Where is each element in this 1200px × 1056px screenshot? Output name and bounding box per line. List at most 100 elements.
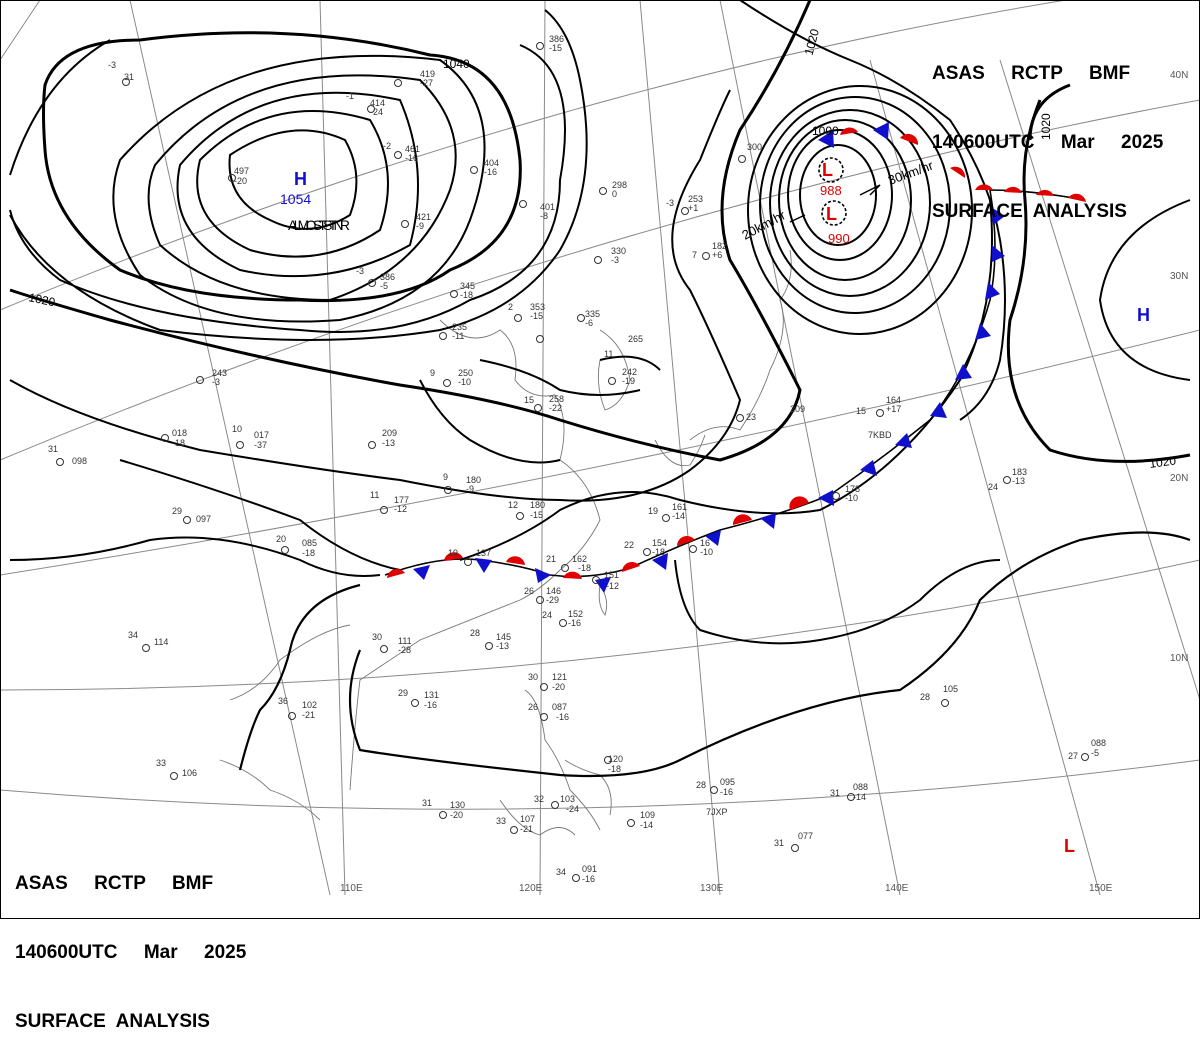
station-marker bbox=[470, 166, 478, 174]
station-pressure: -2 bbox=[383, 141, 391, 151]
warm-front-symbol bbox=[732, 514, 752, 525]
station-pressure: 497 bbox=[234, 166, 249, 176]
station-pressure: -14 bbox=[640, 820, 653, 830]
warm-front-symbol bbox=[840, 127, 858, 135]
isobar-label-1020: 1020 bbox=[802, 27, 823, 57]
station-pressure: 12 bbox=[508, 500, 518, 510]
cold-front-symbol bbox=[895, 433, 912, 448]
station-marker bbox=[443, 379, 451, 387]
station-marker bbox=[594, 256, 602, 264]
motion-arrow bbox=[789, 184, 881, 223]
station-pressure: 018 bbox=[172, 428, 187, 438]
coastline-indochina bbox=[219, 624, 351, 821]
station-pressure: 21 bbox=[546, 554, 556, 564]
station-marker bbox=[1081, 753, 1089, 761]
high-pressure-symbol: H bbox=[294, 169, 307, 189]
station-pressure: -3 bbox=[611, 255, 619, 265]
warm-front-symbol bbox=[900, 133, 919, 145]
isobar-1020 bbox=[9, 0, 812, 462]
station-marker bbox=[288, 712, 296, 720]
isobar-labels: 1040 1020 1020 1020 1020 1000 bbox=[27, 27, 1177, 471]
station-pressure: 461 bbox=[405, 144, 420, 154]
isobar bbox=[176, 91, 419, 278]
isobar bbox=[747, 85, 973, 335]
coastlines bbox=[219, 249, 792, 836]
isobar bbox=[759, 96, 951, 314]
graticule bbox=[0, 0, 1200, 896]
station-pressure: 28 bbox=[470, 628, 480, 638]
station-pressure: 33 bbox=[156, 758, 166, 768]
low-pressure-symbol: L bbox=[826, 204, 837, 224]
latitude-label: 20N bbox=[1170, 473, 1188, 484]
low-center-ring bbox=[818, 157, 844, 183]
station-pressure: +17 bbox=[886, 404, 901, 414]
station-pressure: -15 bbox=[530, 311, 543, 321]
cold-front-symbol bbox=[992, 245, 1005, 262]
isobar-1040 bbox=[42, 31, 522, 303]
station-pressure: 29 bbox=[172, 506, 182, 516]
station-marker bbox=[368, 441, 376, 449]
station-pressure: -18 bbox=[172, 438, 185, 448]
station-marker bbox=[832, 492, 840, 500]
station-pressure: 15 bbox=[856, 406, 866, 416]
isobar bbox=[787, 129, 893, 261]
station-marker bbox=[791, 844, 799, 852]
latitude-label: 40N bbox=[1170, 70, 1188, 81]
station-marker bbox=[514, 314, 522, 322]
station-marker bbox=[485, 642, 493, 650]
longitude-line bbox=[0, 0, 41, 61]
station-pressure: -16 bbox=[568, 618, 581, 628]
station-pressure: 298 bbox=[612, 180, 627, 190]
station-pressure: 162 bbox=[572, 554, 587, 564]
station-pressure: 11 bbox=[604, 349, 613, 359]
isobar bbox=[196, 110, 389, 258]
cold-front-symbol bbox=[975, 323, 991, 340]
station-pressure: 386 bbox=[380, 272, 395, 282]
longitude-line bbox=[539, 0, 546, 896]
isobar bbox=[147, 74, 457, 302]
station-pressure: 017 bbox=[254, 430, 269, 440]
station-marker bbox=[536, 335, 544, 343]
cold-front-triangles bbox=[413, 122, 1005, 593]
latitude-line bbox=[0, 559, 1200, 691]
station-pressure: 182 bbox=[712, 241, 727, 251]
station-pressure: -19 bbox=[622, 376, 635, 386]
station-pressure: +1 bbox=[688, 203, 698, 213]
station-pressure: -9 bbox=[466, 484, 474, 494]
station-pressure: -29 bbox=[546, 595, 559, 605]
station-pressure: 24 bbox=[542, 610, 552, 620]
isobar bbox=[769, 109, 931, 297]
longitude-line bbox=[129, 0, 331, 896]
cold-front-symbol bbox=[991, 207, 1005, 225]
station-pressure: 29 bbox=[398, 688, 408, 698]
station-pressure: 151 bbox=[604, 570, 619, 580]
station-pressure: 105 bbox=[943, 684, 958, 694]
longitude-label: 150E bbox=[1089, 883, 1113, 894]
station-marker bbox=[702, 252, 710, 260]
station-pressure: -18 bbox=[608, 764, 621, 774]
station-pressure: -3 bbox=[108, 60, 116, 70]
station-pressure: 419 bbox=[420, 69, 435, 79]
station-marker bbox=[236, 441, 244, 449]
station-marker bbox=[736, 414, 744, 422]
station-pressure: 22 bbox=[624, 540, 634, 550]
station-pressure: 30 bbox=[528, 672, 538, 682]
longitude-line bbox=[719, 0, 901, 896]
station-marker bbox=[161, 434, 169, 442]
station-marker bbox=[380, 506, 388, 514]
latitude-line bbox=[0, 759, 1200, 810]
station-pressure: -16 bbox=[405, 153, 418, 163]
isobar-south bbox=[238, 531, 1191, 778]
station-pressure: 258 bbox=[549, 394, 564, 404]
warm-front-symbol bbox=[563, 571, 582, 579]
isobar-label-1040: 1040 bbox=[443, 57, 470, 71]
station-marker bbox=[559, 619, 567, 627]
station-marker bbox=[444, 486, 452, 494]
station-pressure: 404 bbox=[484, 158, 499, 168]
station-pressure: -8 bbox=[540, 211, 548, 221]
station-pressure: 20 bbox=[276, 534, 286, 544]
latitude-line bbox=[0, 0, 1070, 311]
station-marker bbox=[540, 683, 548, 691]
longitude-label: 120E bbox=[519, 883, 543, 894]
isobar bbox=[228, 129, 358, 230]
